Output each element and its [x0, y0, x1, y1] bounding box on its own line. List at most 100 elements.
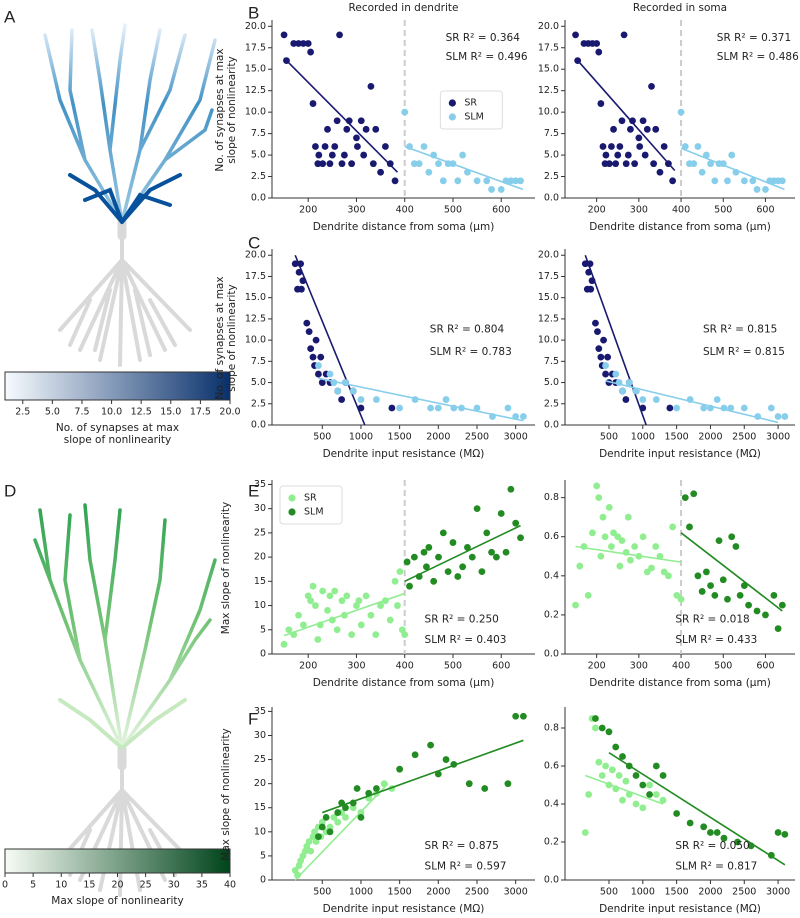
colorbar	[4, 371, 231, 401]
data-point	[677, 108, 685, 116]
y-tick-label: 0.2	[544, 837, 559, 848]
data-point	[297, 285, 305, 293]
data-point	[386, 616, 394, 624]
y-tick-label: 20.0	[538, 21, 559, 32]
y-tick-label: 17.5	[538, 42, 559, 53]
data-point	[309, 100, 317, 107]
data-point	[627, 556, 634, 564]
x-tick-label: 200	[299, 205, 317, 216]
data-point	[369, 160, 377, 168]
data-point	[643, 125, 651, 133]
y-tick-label: 0.0	[251, 420, 266, 431]
data-point	[592, 724, 599, 732]
data-point	[299, 621, 307, 629]
data-point	[598, 724, 606, 732]
data-point	[631, 160, 639, 168]
data-point	[435, 160, 442, 168]
data-point	[357, 396, 365, 403]
data-point	[372, 631, 380, 639]
y-tick-label: 0.0	[544, 420, 559, 431]
data-point	[572, 31, 579, 39]
y-tick-label: 10	[254, 600, 266, 611]
data-point	[338, 160, 346, 168]
tick-label: 10.0	[101, 407, 122, 418]
data-point	[314, 636, 322, 643]
data-point	[315, 833, 322, 841]
y-tick-label: 10	[254, 826, 266, 837]
tick-label: 5.0	[45, 407, 60, 418]
data-point	[519, 712, 527, 720]
data-point	[625, 379, 633, 386]
data-point	[465, 780, 473, 788]
x-tick-label: 3000	[504, 432, 528, 443]
data-point	[602, 151, 610, 159]
data-point	[618, 117, 626, 125]
data-point	[652, 762, 660, 770]
x-tick-label: 600	[492, 205, 510, 216]
y-tick-label: 12.5	[245, 313, 266, 324]
data-point	[592, 319, 599, 327]
data-point	[304, 40, 312, 47]
x-tick-label: 200	[299, 661, 317, 672]
annotation: SR R² = 0.875	[425, 840, 499, 852]
data-point	[711, 591, 719, 599]
y-tick-label: 15.0	[538, 292, 559, 303]
x-tick-label: 1500	[665, 432, 689, 443]
data-point	[616, 143, 624, 150]
data-point	[572, 601, 579, 609]
data-point	[612, 370, 620, 378]
data-point	[324, 606, 331, 614]
x-tick-label: 3000	[766, 887, 790, 898]
data-point	[410, 553, 418, 561]
data-point	[639, 117, 647, 125]
data-point	[401, 108, 409, 116]
y-tick-label: 20.0	[538, 250, 559, 261]
y-tick-label: 35	[254, 706, 266, 717]
data-point	[608, 543, 615, 550]
y-tick-label: 2.5	[251, 398, 266, 409]
data-point	[608, 766, 616, 774]
data-point	[355, 597, 363, 605]
data-point	[459, 563, 467, 571]
data-point	[333, 117, 341, 125]
annotation: SLM R² = 0.817	[675, 860, 757, 872]
data-point	[636, 143, 644, 150]
data-point	[315, 151, 323, 159]
data-point	[631, 543, 639, 550]
data-point	[373, 785, 380, 792]
panel-label: C	[248, 233, 260, 252]
data-point	[652, 125, 660, 133]
data-point	[396, 404, 404, 412]
y-tick-label: 20	[254, 552, 266, 563]
data-point	[700, 404, 708, 412]
data-point	[334, 387, 342, 395]
data-point	[635, 134, 643, 142]
data-point	[420, 143, 428, 150]
x-tick-label: 500	[714, 661, 732, 672]
y-tick-label: 10.0	[245, 335, 266, 346]
x-axis-label: Dendrite distance from soma (μm)	[313, 221, 495, 233]
data-point	[502, 548, 510, 556]
data-point	[285, 626, 293, 634]
data-point	[312, 602, 319, 609]
data-point	[362, 592, 370, 600]
data-point	[724, 595, 731, 603]
data-point	[473, 404, 481, 412]
fit-line	[404, 145, 524, 191]
data-point	[360, 151, 368, 159]
data-point	[478, 568, 486, 576]
x-tick-label: 500	[600, 432, 618, 443]
data-point	[681, 143, 689, 150]
annotation: SLM R² = 0.597	[425, 860, 507, 872]
data-point	[660, 143, 668, 150]
data-point	[314, 160, 322, 168]
fit-line	[283, 57, 399, 173]
data-point	[734, 838, 741, 846]
x-tick-label: 1500	[388, 887, 412, 898]
data-point	[348, 631, 356, 639]
data-point	[415, 160, 423, 168]
x-axis-label: Dendrite input resistance (MΩ)	[599, 448, 761, 460]
data-point	[639, 533, 647, 541]
data-point	[781, 831, 789, 838]
y-tick-label: 0	[260, 875, 266, 886]
